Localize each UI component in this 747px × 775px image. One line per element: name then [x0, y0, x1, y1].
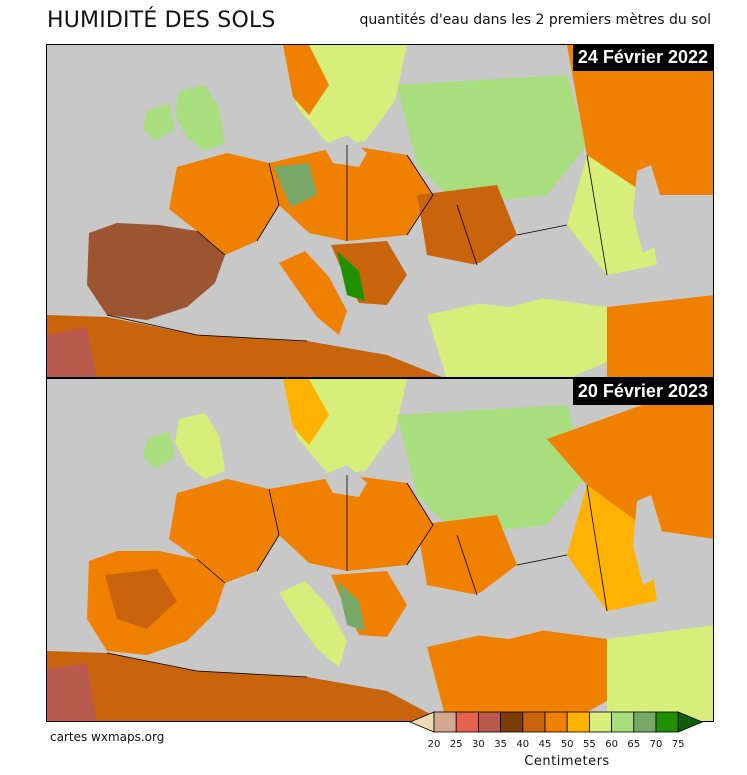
date-label-2023: 20 Février 2023: [572, 379, 713, 405]
region-middle-east: [607, 625, 713, 721]
legend-swatch: [544, 711, 568, 733]
country-borders: [106, 145, 608, 342]
source-credit: cartes wxmaps.org: [50, 730, 165, 744]
legend-units: Centimeters: [524, 754, 610, 769]
region-france: [169, 479, 279, 583]
legend-swatch: [478, 711, 502, 733]
region-iberia: [87, 223, 225, 320]
region-eastern-europe: [397, 405, 587, 535]
region-france: [169, 153, 279, 255]
sea-black-sea: [443, 259, 557, 307]
legend-colorbar: [408, 711, 704, 733]
region-ukraine: [417, 515, 517, 595]
legend-tick-label: 75: [671, 739, 685, 750]
region-british-isles: [175, 85, 225, 151]
region-balkans: [331, 571, 407, 637]
legend-ticks: 20 25 30 35 40 45 50 55 60 65 70 75: [408, 739, 728, 753]
legend-tick-label: 40: [516, 739, 530, 750]
sea-baltic: [323, 135, 367, 167]
soil-moisture-map-2023: [47, 379, 713, 721]
legend-tick-label: 35: [494, 739, 507, 750]
legend-tick-label: 30: [472, 739, 485, 750]
region-caspian-region: [567, 485, 657, 611]
legend-tick-label: 55: [583, 739, 596, 750]
soil-moisture-map-2022: [47, 45, 713, 377]
region-british-isles: [175, 413, 225, 479]
legend-swatch: [522, 711, 546, 733]
region-central-europe: [269, 475, 433, 571]
region-adriatic-coast: [337, 251, 365, 301]
legend-tick-label: 20: [427, 739, 441, 750]
map-subtitle: quantités d'eau dans les 2 premiers mètr…: [359, 12, 711, 28]
sea-black-sea: [443, 589, 557, 639]
legend-tick-label: 25: [449, 739, 463, 750]
legend-arrow-high: [677, 711, 704, 733]
date-label-2022: 24 Février 2022: [572, 45, 713, 71]
legend-swatch: [455, 711, 479, 733]
region-germany-green: [273, 163, 317, 207]
legend-tick-label: 50: [560, 739, 574, 750]
map-panel-2022: 24 Février 2022: [46, 44, 714, 378]
region-norway-coast: [283, 379, 329, 445]
sea-baltic: [323, 465, 367, 497]
legend-swatch: [588, 711, 612, 733]
legend-swatch: [566, 711, 590, 733]
map-panel-2023: 20 Février 2023: [46, 378, 714, 722]
region-eastern-europe: [397, 75, 587, 205]
region-morocco-dry: [47, 663, 97, 721]
legend-swatch: [433, 711, 457, 733]
legend-tick-label: 70: [649, 739, 663, 750]
region-italy: [279, 251, 347, 335]
legend-tick-label: 65: [627, 739, 641, 750]
region-north-africa: [47, 651, 444, 721]
region-russia-east: [567, 45, 713, 195]
region-italy: [279, 581, 347, 667]
sea-caspian: [633, 165, 663, 253]
country-borders: [106, 475, 608, 678]
region-russia-east: [547, 379, 713, 539]
sea-caspian: [633, 495, 663, 585]
region-ireland: [143, 103, 175, 141]
region-ireland: [143, 431, 175, 469]
legend-swatch: [500, 711, 524, 733]
region-north-africa: [47, 315, 442, 377]
legend-tick-label: 45: [538, 739, 552, 750]
region-iberia-dry: [105, 569, 177, 629]
legend-swatch: [655, 711, 679, 733]
region-middle-east: [607, 295, 713, 377]
region-turkey: [427, 295, 647, 377]
map-title: HUMIDITÉ DES SOLS: [47, 8, 276, 33]
region-turkey: [427, 627, 647, 721]
region-ukraine: [417, 185, 517, 265]
legend-swatch: [633, 711, 657, 733]
legend-arrow-low: [408, 711, 435, 733]
legend-swatch: [611, 711, 635, 733]
region-morocco-dry: [47, 327, 97, 377]
region-norway-coast: [283, 45, 329, 115]
region-adriatic-coast: [337, 581, 365, 631]
color-legend: 20 25 30 35 40 45 50 55 60 65 70 75 Centimeters: [408, 708, 728, 774]
region-caspian-region: [567, 155, 657, 275]
region-balkans: [331, 241, 407, 305]
legend-tick-label: 60: [605, 739, 618, 750]
